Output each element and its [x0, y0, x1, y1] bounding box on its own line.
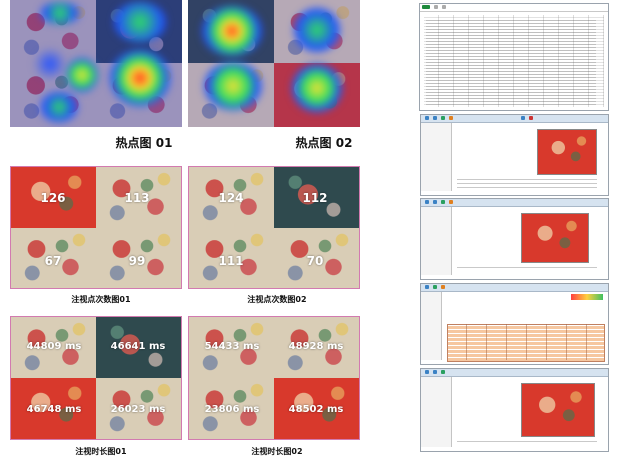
toolbar-icon[interactable]	[433, 116, 437, 120]
fixation-duration-01-caption: 注视时长图01	[75, 447, 127, 456]
fixation-duration-value: 48502 ms	[288, 404, 344, 415]
stimulus-tile	[189, 378, 274, 439]
toolbar-icon[interactable]	[521, 116, 525, 120]
analysis-software-window-4	[420, 368, 609, 452]
tree-view-icon[interactable]	[421, 123, 452, 191]
fixation-count-value: 70	[306, 254, 324, 268]
toolbar-icon[interactable]	[425, 200, 429, 204]
fixation-duration-map-02: 54433 ms 48928 ms 23806 ms 48502 ms	[188, 316, 360, 440]
color-scale-bar	[571, 294, 603, 300]
tree-view-icon[interactable]	[421, 207, 452, 275]
toolbar-icon[interactable]	[422, 5, 430, 9]
analysis-software-window-1	[420, 114, 609, 196]
heatmap-01	[10, 0, 182, 127]
stimulus-tile	[11, 228, 96, 288]
stimulus-tile	[96, 228, 181, 288]
stimulus-tile	[274, 0, 360, 63]
stimulus-tile	[274, 167, 359, 228]
stimulus-tile	[274, 378, 359, 439]
fixation-duration-value: 23806 ms	[204, 404, 260, 415]
fixation-duration-value: 46748 ms	[26, 404, 82, 415]
stimulus-tile	[189, 228, 274, 288]
stimulus-tile	[11, 317, 96, 378]
tree-view-icon[interactable]	[421, 377, 452, 447]
stimulus-tile	[274, 228, 359, 288]
stimulus-thumbnail-icon	[521, 213, 589, 263]
fixation-duration-value: 44809 ms	[26, 341, 82, 352]
tree-view-icon[interactable]	[421, 292, 442, 360]
heatmap-02	[188, 0, 360, 127]
fixation-count-value: 99	[128, 254, 146, 268]
fixation-count-02-caption: 注视点次数图02	[247, 295, 307, 304]
toolbar-icon[interactable]	[441, 200, 445, 204]
toolbar-icon[interactable]	[449, 116, 453, 120]
stimulus-tile	[189, 317, 274, 378]
toolbar-icon[interactable]	[441, 116, 445, 120]
toolbar-icon[interactable]	[425, 116, 429, 120]
fixation-count-map-01: 126 113 67 99	[10, 166, 182, 289]
fixation-count-value: 113	[124, 191, 150, 205]
stimulus-tile	[96, 378, 181, 439]
heatmap-01-label: 热点图 01	[115, 136, 173, 150]
toolbar-icon[interactable]	[434, 5, 438, 9]
fixation-duration-value: 26023 ms	[110, 404, 166, 415]
toolbar-icon[interactable]	[449, 200, 453, 204]
toolbar-icon[interactable]	[425, 370, 429, 374]
heatmap-02-label: 热点图 02	[295, 136, 353, 150]
fixation-count-01-caption: 注视点次数图01	[71, 295, 131, 304]
toolbar	[421, 199, 608, 207]
ribbon-bar	[420, 4, 608, 12]
toolbar-icon[interactable]	[441, 285, 445, 289]
stimulus-thumbnail-icon	[537, 129, 597, 175]
spreadsheet-screenshot	[419, 3, 609, 111]
stimulus-tile	[11, 167, 96, 228]
toolbar	[421, 284, 608, 292]
fixation-duration-value: 48928 ms	[288, 341, 344, 352]
fixation-duration-value: 54433 ms	[204, 341, 260, 352]
fixation-count-value: 112	[302, 191, 328, 205]
fixation-count-value: 67	[44, 254, 62, 268]
fixation-count-value: 124	[218, 191, 244, 205]
toolbar-icon[interactable]	[529, 116, 533, 120]
fixation-duration-map-01: 44809 ms 46641 ms 46748 ms 26023 ms	[10, 316, 182, 440]
stimulus-tile	[96, 167, 181, 228]
fixation-duration-02-caption: 注视时长图02	[251, 447, 303, 456]
fixation-duration-value: 46641 ms	[110, 341, 166, 352]
stimulus-tile	[274, 317, 359, 378]
stimulus-thumbnail-icon	[521, 383, 595, 437]
toolbar-icon[interactable]	[433, 200, 437, 204]
analysis-software-window-2	[420, 198, 609, 280]
toolbar-icon[interactable]	[425, 285, 429, 289]
fixation-count-map-02: 124 112 111 70	[188, 166, 360, 289]
toolbar-icon[interactable]	[433, 285, 437, 289]
toolbar-icon[interactable]	[433, 370, 437, 374]
data-grid-icon	[424, 15, 604, 107]
fixation-count-value: 126	[40, 191, 66, 205]
analysis-software-window-3	[420, 283, 609, 365]
stimulus-tile	[96, 317, 181, 378]
fixation-count-value: 111	[218, 254, 244, 268]
toolbar-icon[interactable]	[441, 370, 445, 374]
toolbar	[421, 369, 608, 377]
toolbar	[421, 115, 608, 123]
stimulus-tile	[189, 167, 274, 228]
stimulus-tile	[11, 378, 96, 439]
toolbar-icon[interactable]	[442, 5, 446, 9]
